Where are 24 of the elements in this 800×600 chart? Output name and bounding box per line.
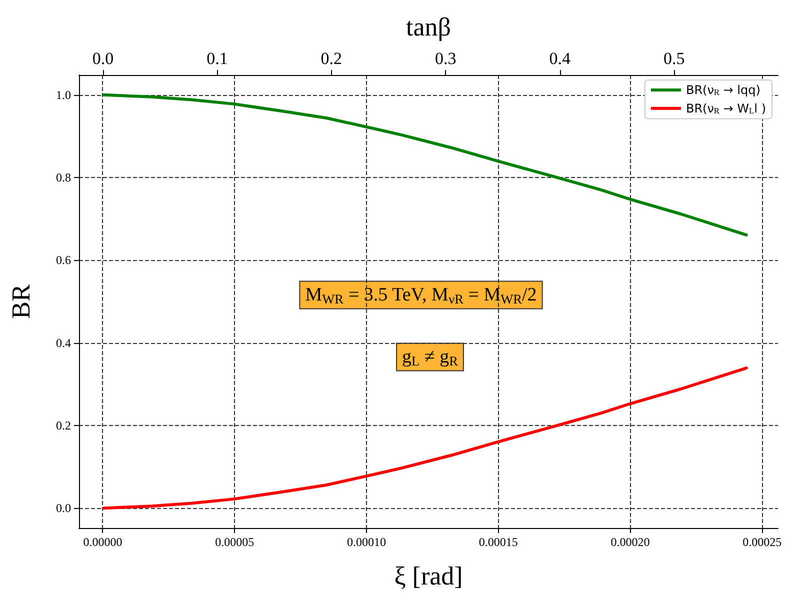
legend-label: BR(νR → WLl ) xyxy=(686,101,766,116)
x2-axis-title: tanβ xyxy=(406,12,451,42)
x2-tick-label: 0.0 xyxy=(92,49,114,68)
y-tick-label: 0.4 xyxy=(56,336,71,350)
y-tick-label: 0.2 xyxy=(56,418,71,432)
x-tick-label: 0.00020 xyxy=(610,535,650,549)
y-tick-label: 1.0 xyxy=(56,88,71,102)
y-axis-title: BR xyxy=(6,284,36,319)
x2-tick-label: 0.5 xyxy=(663,49,685,68)
x2-tick-label: 0.4 xyxy=(549,49,571,68)
y-tick-label: 0.0 xyxy=(56,501,71,516)
x-tick-label: 0.00015 xyxy=(478,535,518,549)
x2-tick-label: 0.1 xyxy=(206,49,228,68)
x-tick-label: 0.00025 xyxy=(742,535,782,549)
y-tick-label: 0.8 xyxy=(56,170,71,185)
line-series xyxy=(102,366,748,510)
legend-label: BR(νR → lqq) xyxy=(686,83,760,97)
x-tick-label: 0.00000 xyxy=(83,535,122,549)
x2-tick-label: 0.2 xyxy=(320,49,342,68)
x-tick-label: 0.00005 xyxy=(215,535,254,549)
x2-tick-label: 0.3 xyxy=(435,49,456,68)
y-tick-label: 0.6 xyxy=(56,253,71,268)
x-tick-label: 0.00010 xyxy=(347,535,386,549)
x-axis-title: ξ [rad] xyxy=(394,562,463,590)
